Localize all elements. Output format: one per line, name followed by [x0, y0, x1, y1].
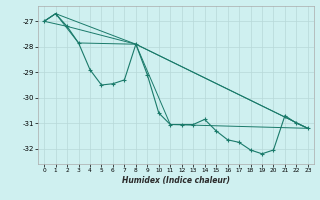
X-axis label: Humidex (Indice chaleur): Humidex (Indice chaleur) [122, 176, 230, 185]
